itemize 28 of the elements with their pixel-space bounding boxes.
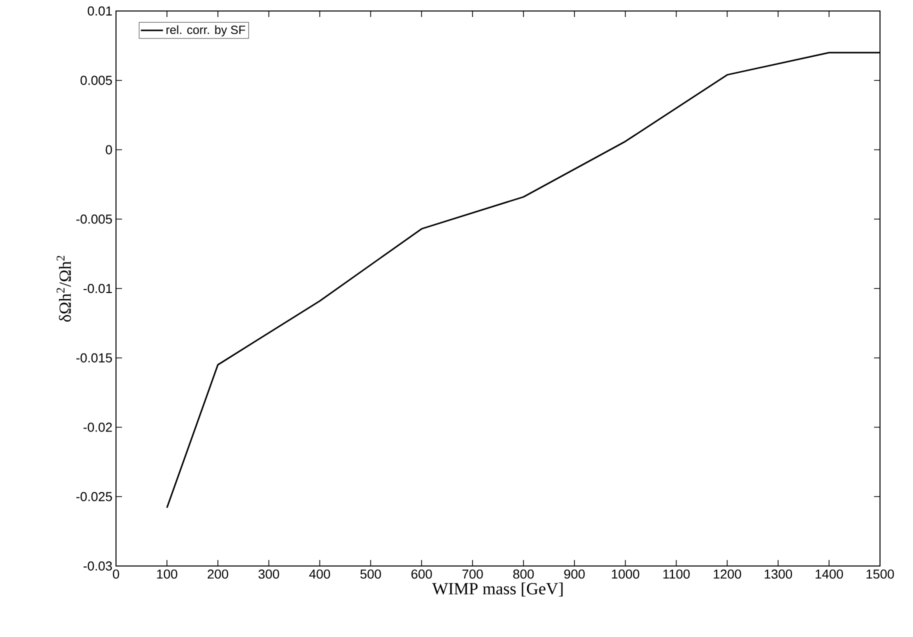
y-tick-label: -0.025 [76,492,112,502]
y-tick-label: -0.015 [76,353,112,362]
x-tick-label: 1200 [714,570,742,579]
x-tick-label: 600 [411,570,432,579]
y-tick-label: -0.02 [84,422,112,432]
x-tick-label: 1300 [764,570,792,579]
legend-label: rel. corr. by SF [166,25,246,36]
x-axis-title: WIMP mass [GeV] [432,582,563,597]
x-tick-label: 1500 [866,570,894,579]
x-tick-label: 1000 [612,570,640,579]
x-tick-label: 100 [157,570,178,579]
y-tick-label: 0.005 [80,76,112,85]
x-tick-label: 0 [112,570,120,579]
x-tick-label: 800 [513,570,534,579]
x-tick-label: 300 [258,570,280,579]
y-tick-label: -0.03 [84,561,112,571]
x-tick-label: 200 [208,570,228,579]
y-tick-label: -0.005 [76,214,112,224]
x-tick-label: 1400 [816,570,843,579]
x-tick-label: 900 [564,570,585,579]
x-tick-label: 700 [462,570,483,579]
y-axis-title: δΩh$^{2}$/Ωh$^{2}$ [56,256,71,322]
x-tick-label: 400 [309,570,330,579]
y-tick-label: -0.01 [84,284,112,294]
x-tick-label: 1100 [663,570,690,579]
y-tick-label: 0 [106,145,112,154]
y-tick-label: 0.01 [88,6,112,16]
x-tick-label: 500 [360,570,381,579]
